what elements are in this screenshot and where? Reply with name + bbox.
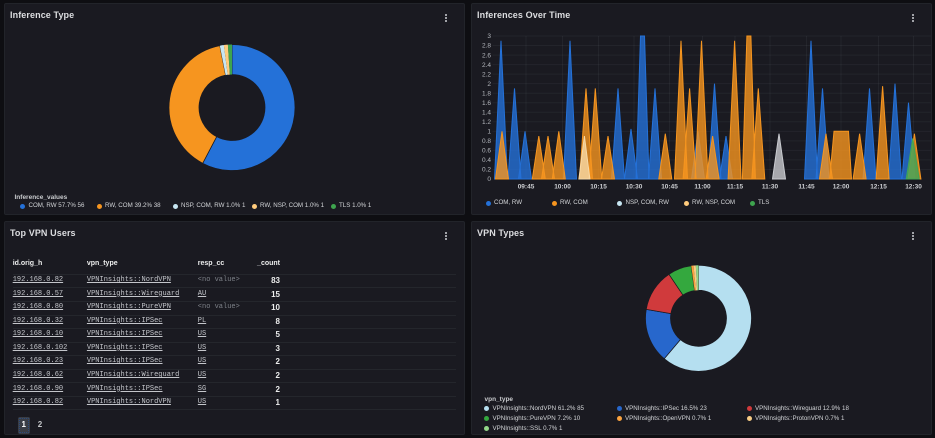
svg-text:09:45: 09:45 [517, 184, 534, 191]
svg-text:12:30: 12:30 [905, 184, 922, 191]
svg-text:11:45: 11:45 [798, 184, 815, 191]
svg-text:0.8: 0.8 [481, 138, 490, 145]
svg-text:1: 1 [487, 129, 491, 136]
svg-text:1.8: 1.8 [481, 90, 490, 97]
svg-text:1.2: 1.2 [481, 119, 490, 126]
svg-text:11:30: 11:30 [761, 184, 778, 191]
svg-text:0.4: 0.4 [481, 157, 490, 164]
svg-text:3: 3 [487, 33, 491, 40]
svg-text:0: 0 [487, 176, 491, 183]
svg-text:2.8: 2.8 [481, 43, 490, 50]
svg-text:10:00: 10:00 [554, 184, 571, 191]
svg-text:10:15: 10:15 [590, 184, 607, 191]
svg-text:0.6: 0.6 [481, 148, 490, 155]
svg-text:2.2: 2.2 [481, 71, 490, 78]
svg-text:2: 2 [487, 81, 491, 88]
svg-text:10:30: 10:30 [625, 184, 642, 191]
svg-text:11:15: 11:15 [726, 184, 743, 191]
svg-text:2.6: 2.6 [481, 52, 490, 59]
svg-text:12:15: 12:15 [870, 184, 887, 191]
svg-text:2.4: 2.4 [481, 62, 490, 69]
svg-text:0.2: 0.2 [481, 167, 490, 174]
svg-text:12:00: 12:00 [832, 184, 849, 191]
svg-text:11:00: 11:00 [694, 184, 711, 191]
svg-text:10:45: 10:45 [661, 184, 678, 191]
svg-text:1.6: 1.6 [481, 100, 490, 107]
svg-text:1.4: 1.4 [481, 109, 490, 116]
